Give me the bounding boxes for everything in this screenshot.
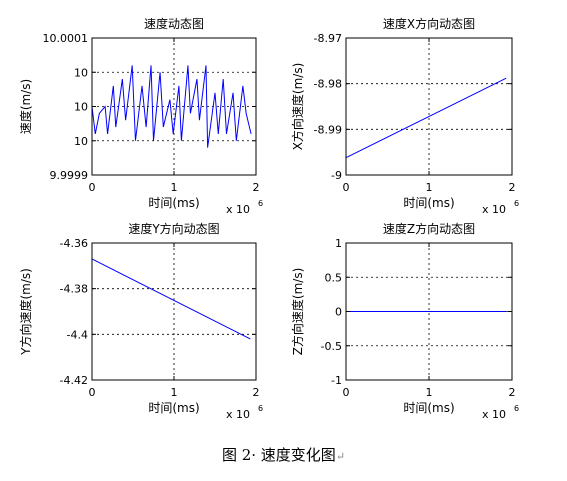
z-speed-x-exponent-power: 6 — [514, 404, 519, 413]
y-speed-title: 速度Y方向动态图 — [128, 221, 219, 236]
x-speed-x-exponent: x 10 — [482, 203, 506, 216]
speed-y-tick-label: 9.9999 — [50, 169, 89, 182]
x-speed-y-tick-label: -8.97 — [314, 32, 342, 45]
speed-y-tick-label: 10.0001 — [43, 32, 89, 45]
z-speed-y-tick-label: -0.5 — [321, 340, 342, 353]
speed-y-tick-label: 10 — [74, 101, 88, 114]
x-speed-series-line — [345, 77, 507, 159]
speed-x-exponent-power: 6 — [258, 199, 263, 208]
z-speed-y-tick-label: 0 — [335, 306, 342, 319]
x-speed-x-axis-label: 时间(ms) — [403, 196, 454, 210]
x-speed-x-tick-label: 1 — [426, 181, 433, 194]
y-speed-y-tick-label: -4.38 — [60, 283, 88, 296]
x-speed-y-tick-label: -8.98 — [314, 78, 342, 91]
speed-y-tick-label: 10 — [74, 135, 88, 148]
x-speed-y-tick-label: -8.99 — [314, 123, 342, 136]
z-speed-x-tick-label: 0 — [343, 386, 350, 399]
y-speed-x-tick-label: 0 — [89, 386, 96, 399]
y-speed-plot-area — [92, 243, 256, 380]
x-speed-y-axis-label: X方向速度(m/s) — [290, 63, 305, 151]
figure-caption: 图 2· 速度变化图↵ — [0, 444, 567, 468]
x-speed-x-tick-label: 2 — [509, 181, 516, 194]
z-speed-x-tick-label: 2 — [509, 386, 516, 399]
z-speed-y-tick-label: 1 — [335, 237, 342, 250]
y-speed-x-tick-label: 2 — [253, 386, 260, 399]
x-speed-plot-area — [346, 38, 512, 175]
speed-x-axis-label: 时间(ms) — [148, 196, 199, 210]
speed-x-tick-label: 1 — [171, 181, 178, 194]
speed-y-tick-label: 10 — [74, 66, 88, 79]
z-speed-x-axis-label: 时间(ms) — [403, 401, 454, 415]
speed-title: 速度动态图 — [144, 16, 204, 31]
y-speed-x-exponent-power: 6 — [258, 404, 263, 413]
z-speed-y-tick-label: -1 — [331, 374, 342, 387]
x-speed-x-tick-label: 0 — [343, 181, 350, 194]
z-speed-x-tick-label: 1 — [426, 386, 433, 399]
speed-x-tick-label: 0 — [89, 181, 96, 194]
speed-x-tick-label: 2 — [253, 181, 260, 194]
z-speed-y-tick-label: 0.5 — [325, 271, 343, 284]
y-speed-y-tick-label: -4.36 — [60, 237, 88, 250]
y-speed-series-line — [91, 258, 251, 340]
z-speed-y-axis-label: Z方向速度(m/s) — [290, 268, 305, 356]
speed-series-line — [91, 65, 252, 148]
z-speed-title: 速度Z方向动态图 — [383, 221, 475, 236]
y-speed-y-tick-label: -4.4 — [67, 328, 88, 341]
y-speed-x-tick-label: 1 — [171, 386, 178, 399]
caption-text: 图 2· 速度变化图 — [221, 446, 336, 464]
y-speed-y-axis-label: Y方向速度(m/s) — [18, 268, 33, 356]
x-speed-y-tick-label: -9 — [331, 169, 342, 182]
speed-x-exponent: x 10 — [226, 203, 250, 216]
z-speed-x-exponent: x 10 — [482, 408, 506, 421]
y-speed-x-axis-label: 时间(ms) — [148, 401, 199, 415]
y-speed-y-tick-label: -4.42 — [60, 374, 88, 387]
y-speed-x-exponent: x 10 — [226, 408, 250, 421]
speed-y-axis-label: 速度(m/s) — [18, 79, 33, 134]
paragraph-mark: ↵ — [335, 450, 346, 463]
x-speed-x-exponent-power: 6 — [514, 199, 519, 208]
x-speed-title: 速度X方向动态图 — [383, 16, 475, 31]
